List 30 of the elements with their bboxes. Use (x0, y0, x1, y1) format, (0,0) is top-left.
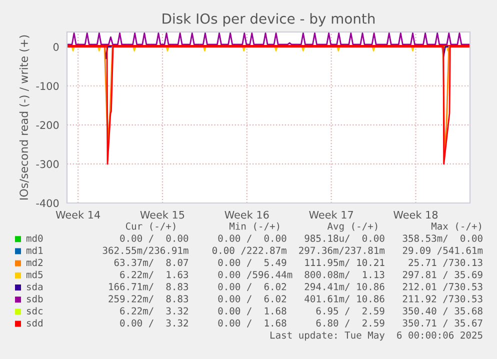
chart-title: Disk IOs per device - by month (162, 13, 375, 27)
y-tick-label: -400 (36, 199, 59, 208)
y-axis-title: IOs/second read (-) / write (+) (19, 35, 30, 200)
x-tick-label: Week 18 (394, 210, 438, 219)
text: Last update: Tue May 6 00:00:06 2025 (270, 331, 482, 341)
legend-label: md5 (26, 270, 43, 278)
legend-label: sdb (26, 294, 43, 302)
legend-label: md0 (26, 234, 43, 242)
y-tick-label: 0 (53, 43, 59, 51)
legend-label: md2 (26, 258, 42, 266)
text: 166.71m/ 8.83 0.00 / 6.02 294.41m/ 10.86 212.01 /730.53 (109, 283, 482, 292)
y-tick-label: -300 (36, 160, 59, 168)
y-tick-label: -200 (36, 121, 59, 130)
legend-label: md1 (26, 246, 43, 254)
x-tick-label: Week 14 (56, 210, 100, 219)
x-tick-label: Week 16 (224, 210, 269, 219)
text: 6.22m/ 1.63 0.00 /596.44m 800.08m/ 1.13 297.81 / 35.69 (120, 270, 482, 279)
text: Cur (-/+) Min (-/+) Avg (-/+) Max (-/+) (126, 222, 482, 232)
legend-label: sdd (26, 319, 42, 327)
text: 6.22m/ 3.32 0.00 / 1.68 6.95 / 2.59 350.40 / 35.68 (120, 307, 482, 316)
text: 0.00 / 0.00 0.00 / 0.00 985.18u/ 0.00 358.53m/ 0.00 (120, 234, 482, 243)
x-tick-label: Week 17 (309, 210, 353, 219)
text: 259.22m/ 8.83 0.00 / 6.02 401.61m/ 10.86 211.92 /730.53 (108, 295, 482, 304)
text: 63.37m/ 8.07 0.00 / 5.49 111.95m/ 10.21 25.71 /730.13 (114, 258, 482, 267)
legend-label: sdc (26, 307, 43, 315)
y-tick-label: -100 (36, 82, 59, 90)
x-tick-label: Week 15 (140, 210, 184, 219)
text: 362.55m/236.91m 0.00 /222.87m 297.36m/237.81m 29.09 /541.61m (102, 246, 483, 255)
text: 0.00 / 3.32 0.00 / 1.68 6.80 / 2.59 350.71 / 35.67 (120, 319, 482, 328)
legend-label: sda (26, 282, 42, 290)
